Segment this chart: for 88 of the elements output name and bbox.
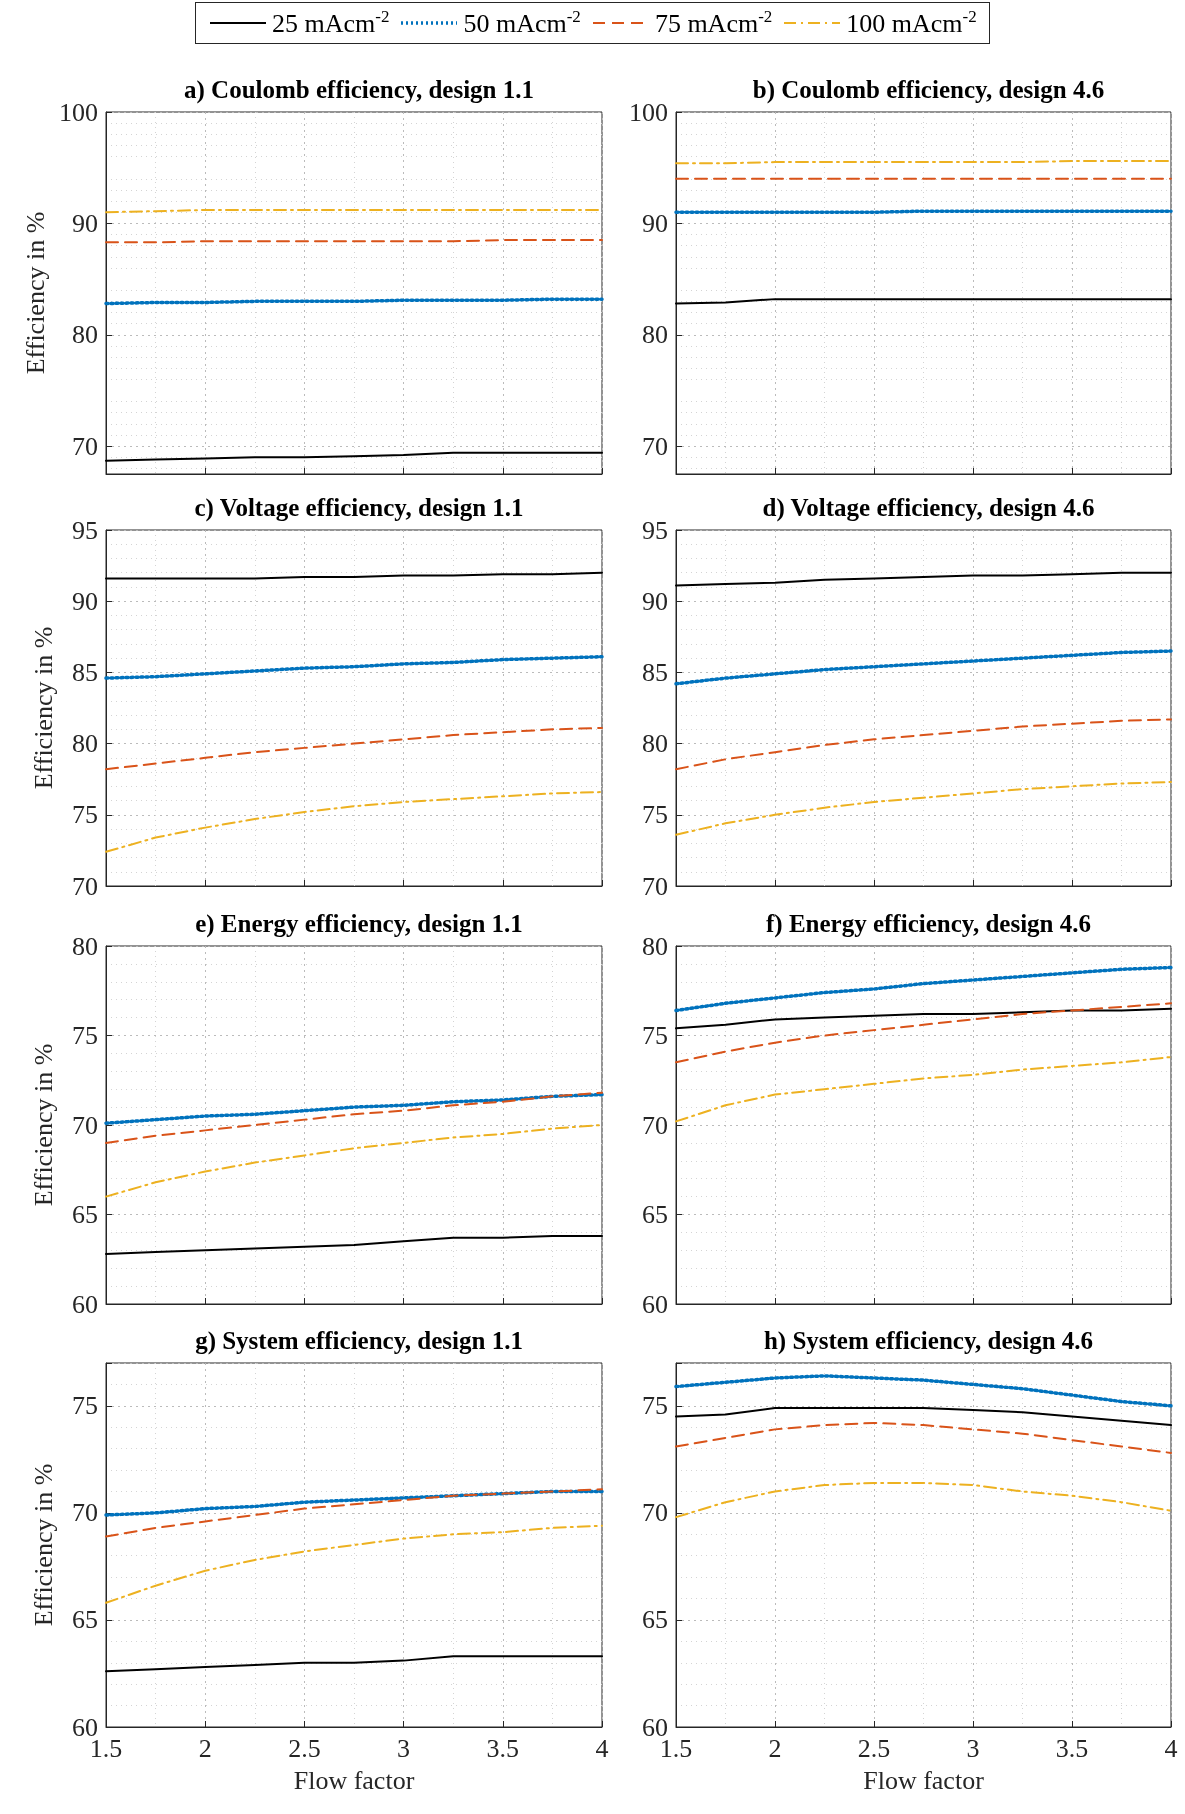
line-series	[675, 1481, 1172, 1519]
chart-title: d) Voltage efficiency, design 4.6	[762, 494, 1095, 522]
y-tick-label: 80	[72, 931, 98, 961]
y-tick-label: 100	[629, 97, 668, 127]
line-series	[105, 1234, 603, 1255]
y-tick-label: 70	[72, 431, 98, 461]
y-tick-label: 90	[642, 586, 668, 616]
x-tick-label: 4	[595, 1733, 609, 1763]
line-series	[675, 718, 1172, 771]
x-tick-label: 2.5	[857, 1733, 891, 1763]
line-series	[675, 1007, 1172, 1030]
x-tick-label: 2	[768, 1733, 782, 1763]
y-tick-label: 90	[642, 208, 668, 238]
x-axis-title: Flow factor	[293, 1765, 415, 1795]
x-tick-label: 3	[966, 1733, 980, 1763]
legend-label: 100 mAcm$^{-2}$	[846, 7, 977, 39]
y-tick-label: 90	[72, 208, 98, 238]
y-tick-label: 70	[642, 871, 668, 901]
line-series	[104, 1092, 604, 1125]
y-tick-label: 80	[642, 320, 668, 350]
line-series	[105, 1124, 603, 1198]
x-tick-label: 3.5	[486, 1733, 520, 1763]
y-tick-label: 70	[72, 1110, 98, 1140]
line-series	[674, 965, 1173, 1013]
y-tick-label: 70	[642, 1110, 668, 1140]
x-tick-label: 3.5	[1055, 1733, 1089, 1763]
x-tick-label: 2.5	[288, 1733, 321, 1763]
x-axis-title: Flow factor	[863, 1765, 985, 1795]
y-tick-label: 75	[72, 1391, 98, 1421]
line-series	[675, 1055, 1172, 1123]
x-tick-label: 3	[397, 1733, 411, 1763]
chart-title: h) System efficiency, design 4.6	[763, 1327, 1094, 1355]
line-series	[675, 1002, 1172, 1064]
line-series	[675, 1421, 1172, 1454]
y-axis-title: Efficiency in %	[28, 1463, 58, 1627]
line-series	[105, 1091, 603, 1144]
chart-title: e) Energy efficiency, design 1.1	[195, 910, 523, 938]
y-tick-label: 70	[642, 431, 668, 461]
legend-label: 25 mAcm$^{-2}$	[272, 7, 390, 39]
line-series	[674, 649, 1173, 686]
chart-title: g) System efficiency, design 1.1	[195, 1327, 523, 1355]
line-series	[674, 1374, 1173, 1408]
legend-label: 75 mAcm$^{-2}$	[654, 7, 773, 39]
y-tick-label: 80	[72, 320, 98, 350]
y-tick-label: 70	[72, 1498, 98, 1528]
line-series	[675, 1406, 1172, 1427]
y-axis-title: Efficiency in %	[28, 1043, 58, 1207]
y-axis-title: Efficiency in %	[20, 211, 50, 375]
line-series	[105, 1524, 603, 1604]
y-tick-label: 75	[72, 800, 98, 830]
y-tick-label: 90	[72, 586, 98, 616]
line-series	[675, 781, 1172, 836]
y-tick-label: 75	[642, 800, 668, 830]
y-tick-label: 65	[642, 1200, 668, 1229]
y-tick-label: 65	[72, 1200, 98, 1229]
y-tick-label: 95	[72, 515, 98, 545]
chart-title: a) Coulomb efficiency, design 1.1	[184, 76, 534, 104]
chart-title: c) Voltage efficiency, design 1.1	[194, 494, 524, 522]
y-tick-label: 100	[59, 97, 98, 127]
y-tick-label: 95	[642, 515, 668, 545]
y-tick-label: 70	[72, 871, 98, 901]
y-tick-label: 60	[642, 1289, 668, 1319]
y-tick-label: 75	[642, 1391, 668, 1421]
y-tick-label: 85	[72, 657, 98, 687]
line-series	[675, 571, 1172, 587]
y-tick-label: 75	[642, 1021, 668, 1050]
x-tick-label: 4	[1164, 1733, 1178, 1763]
line-series	[105, 726, 603, 771]
y-tick-label: 65	[642, 1605, 668, 1635]
chart-title: b) Coulomb efficiency, design 4.6	[752, 76, 1105, 104]
y-tick-label: 60	[72, 1289, 98, 1319]
line-series	[105, 451, 603, 462]
y-tick-label: 70	[642, 1498, 668, 1528]
y-tick-label: 80	[72, 729, 98, 759]
y-tick-label: 75	[72, 1021, 98, 1050]
chart-title: f) Energy efficiency, design 4.6	[766, 910, 1091, 938]
y-tick-label: 80	[642, 931, 668, 961]
y-tick-label: 65	[72, 1605, 98, 1635]
y-tick-label: 85	[642, 657, 668, 687]
line-series	[105, 791, 603, 853]
x-tick-label: 2	[198, 1733, 212, 1763]
line-series	[104, 1489, 604, 1517]
y-tick-label: 80	[642, 729, 668, 759]
y-axis-title: Efficiency in %	[28, 626, 58, 790]
legend-label: 50 mAcm$^{-2}$	[463, 7, 581, 39]
line-series	[105, 1488, 603, 1538]
line-series	[104, 654, 604, 680]
line-series	[105, 1655, 603, 1673]
